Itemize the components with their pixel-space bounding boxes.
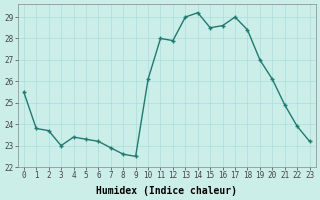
X-axis label: Humidex (Indice chaleur): Humidex (Indice chaleur) — [96, 186, 237, 196]
